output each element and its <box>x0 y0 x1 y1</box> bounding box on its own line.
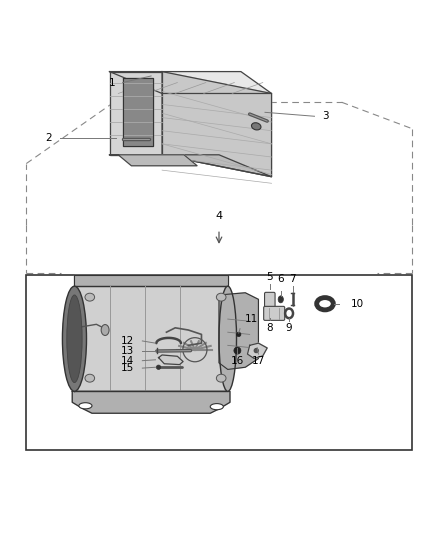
Text: 17: 17 <box>252 356 265 366</box>
Polygon shape <box>123 78 153 146</box>
Text: 11: 11 <box>245 314 258 324</box>
Ellipse shape <box>254 349 258 353</box>
FancyBboxPatch shape <box>264 306 285 320</box>
Ellipse shape <box>278 296 283 303</box>
Ellipse shape <box>216 293 226 301</box>
Ellipse shape <box>219 286 237 391</box>
Text: 16: 16 <box>231 356 244 366</box>
Polygon shape <box>219 293 258 369</box>
Text: 12: 12 <box>120 336 134 346</box>
Ellipse shape <box>63 286 87 391</box>
Text: 10: 10 <box>350 298 364 309</box>
Text: 3: 3 <box>321 111 328 122</box>
Ellipse shape <box>156 365 161 369</box>
Ellipse shape <box>210 403 223 410</box>
Text: 15: 15 <box>120 363 134 373</box>
Polygon shape <box>159 355 183 365</box>
Ellipse shape <box>237 332 241 336</box>
Ellipse shape <box>79 403 92 409</box>
Ellipse shape <box>251 123 261 130</box>
Ellipse shape <box>85 374 95 382</box>
Polygon shape <box>74 275 228 286</box>
Polygon shape <box>162 71 272 177</box>
Ellipse shape <box>67 295 82 383</box>
Ellipse shape <box>234 347 241 354</box>
Polygon shape <box>118 155 197 166</box>
Ellipse shape <box>216 374 226 382</box>
Text: 4: 4 <box>215 211 223 221</box>
Text: 2: 2 <box>46 133 53 143</box>
Text: 5: 5 <box>266 272 273 282</box>
Polygon shape <box>110 155 272 177</box>
Polygon shape <box>247 343 267 359</box>
FancyBboxPatch shape <box>265 292 275 307</box>
Text: 8: 8 <box>266 322 273 333</box>
Text: 1: 1 <box>108 78 115 88</box>
Polygon shape <box>74 286 228 391</box>
Bar <box>26 275 412 450</box>
Text: 7: 7 <box>289 274 296 284</box>
Text: 6: 6 <box>277 274 284 284</box>
Polygon shape <box>110 71 162 155</box>
Text: 9: 9 <box>286 322 293 333</box>
Text: 14: 14 <box>120 356 134 366</box>
Ellipse shape <box>101 325 109 335</box>
Polygon shape <box>72 391 230 413</box>
Polygon shape <box>110 71 272 93</box>
Ellipse shape <box>85 293 95 301</box>
Text: 13: 13 <box>120 345 134 356</box>
